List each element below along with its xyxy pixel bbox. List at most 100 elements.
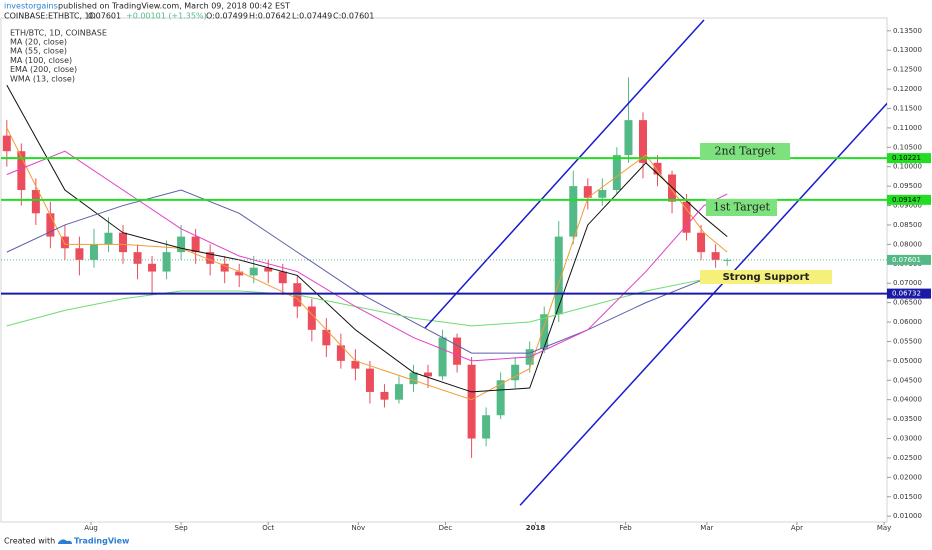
y-tick-label: 0.10500: [893, 143, 922, 151]
y-tick-label: 0.05500: [893, 337, 922, 345]
annotation-box: [706, 199, 777, 216]
candle-body: [569, 186, 578, 237]
annotation: Strong Support: [723, 272, 810, 283]
legend-entry: MA (100, close): [10, 56, 72, 65]
published: published on TradingView.com, March 09, …: [58, 2, 290, 11]
candle-body: [511, 364, 520, 381]
candle-body: [307, 306, 316, 330]
level-tag: [887, 288, 931, 299]
legend-entry: WMA (13, close): [10, 74, 75, 83]
y-tick-label: 0.11500: [893, 104, 922, 112]
candle-body: [249, 267, 258, 276]
close: C:0.07601: [333, 12, 374, 21]
candle-body: [89, 244, 98, 260]
y-tick-label: 0.10000: [893, 163, 922, 171]
candle-body: [554, 236, 563, 315]
y-tick-label: 0.01000: [893, 512, 922, 520]
footer-created: Created with: [4, 537, 55, 546]
candle-body: [624, 120, 633, 156]
y-tick-label: 0.08500: [893, 221, 922, 229]
indicator-line: [6, 189, 728, 354]
candle-body: [60, 236, 69, 249]
candle-body: [177, 236, 186, 253]
candle-body: [351, 360, 360, 369]
candle-body: [598, 190, 607, 198]
candle-body: [467, 364, 476, 439]
open: O:0.07499: [206, 12, 248, 21]
candle-body: [682, 201, 691, 233]
candle-body: [365, 368, 374, 392]
candle-body: [482, 415, 491, 439]
x-tick-label: Sep: [175, 524, 189, 532]
candle-body: [697, 232, 706, 253]
y-tick-label: 0.03500: [893, 415, 922, 423]
candle-body: [336, 345, 345, 361]
candle-body: [46, 213, 55, 237]
x-tick-label: Mar: [700, 524, 713, 532]
logo: [58, 539, 72, 544]
candle-body: [638, 120, 647, 163]
indicator-line: [6, 274, 728, 327]
y-tick-label: 0.09000: [893, 202, 922, 210]
x-tick-label: Oct: [262, 524, 274, 532]
publisher[interactable]: investorgains: [4, 2, 58, 11]
candle-body: [424, 372, 433, 377]
indicator-line: [6, 84, 728, 393]
x-tick-label: Feb: [619, 524, 632, 532]
indicator-line: [6, 127, 728, 401]
x-tick-label: 2018: [526, 524, 546, 532]
low: L:0.07449: [292, 12, 332, 21]
level-tag: [887, 194, 931, 205]
level-label: 0.10221: [892, 154, 921, 162]
indicator-line: [6, 150, 728, 362]
candle-body: [17, 151, 26, 191]
candle-body: [438, 337, 447, 377]
candle-body: [162, 252, 171, 272]
change: +0.00101 (+1.35%): [126, 12, 207, 21]
x-tick-label: Dec: [439, 524, 453, 532]
plot-frame: [0, 17, 888, 523]
candle-body: [711, 252, 720, 260]
y-tick-label: 0.13000: [893, 46, 922, 54]
candle-body: [380, 391, 389, 400]
last-price-tag: [887, 254, 931, 265]
level-tag: [887, 153, 931, 164]
candle-body: [191, 236, 200, 253]
candle-body: [206, 252, 215, 264]
candle-body: [75, 248, 84, 260]
y-tick-label: 0.07000: [893, 279, 922, 287]
last: 0.07601: [88, 12, 121, 21]
candle-body: [31, 190, 40, 214]
candle-body: [278, 271, 287, 284]
symbol: COINBASE:ETHBTC, 1D: [4, 12, 96, 21]
y-tick-label: 0.06000: [893, 318, 922, 326]
candle-body: [409, 372, 418, 385]
candle-body: [668, 174, 677, 202]
candle-body: [133, 252, 142, 264]
candle-body: [235, 271, 244, 276]
footer-brand[interactable]: TradingView: [74, 537, 130, 546]
candle-body: [612, 155, 621, 191]
y-tick-label: 0.13500: [893, 27, 922, 35]
y-tick-label: 0.06500: [893, 299, 922, 307]
annotation: 1st Target: [713, 201, 770, 214]
last-price-label: 0.07601: [892, 256, 921, 264]
legend-entry: MA (55, close): [10, 47, 67, 56]
candle-body: [119, 232, 128, 253]
candle-body: [496, 380, 505, 416]
candle-body: [583, 186, 592, 198]
level-label: 0.06732: [892, 290, 921, 298]
x-tick-label: May: [877, 524, 891, 532]
y-tick-label: 0.04500: [893, 376, 922, 384]
candle-body: [394, 384, 403, 400]
candle-body: [220, 263, 229, 272]
y-tick-label: 0.01500: [893, 493, 922, 501]
candle-body: [540, 314, 549, 350]
candle-body: [2, 135, 11, 152]
annotation: 2nd Target: [715, 145, 776, 158]
y-tick-label: 0.11000: [893, 124, 922, 132]
y-tick-label: 0.08000: [893, 240, 922, 248]
candle-body: [148, 263, 157, 272]
y-tick-label: 0.02000: [893, 473, 922, 481]
y-tick-label: 0.02500: [893, 454, 922, 462]
